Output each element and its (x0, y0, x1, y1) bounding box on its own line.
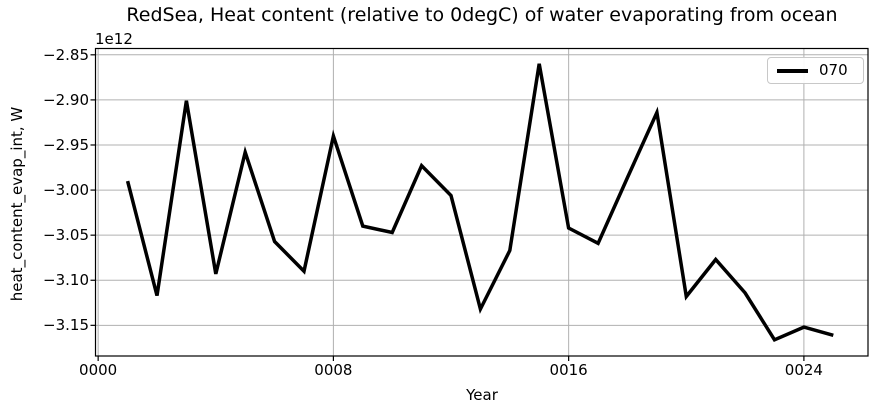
y-tick-label: −2.90 (43, 90, 89, 109)
legend-label: 070 (819, 61, 848, 79)
legend: 070 (767, 57, 864, 84)
data-line-070 (125, 63, 834, 343)
y-tick-label: −3.10 (43, 271, 89, 290)
legend-line-icon (777, 68, 808, 73)
y-tick-label: −3.00 (43, 181, 89, 200)
x-tick-label: 0000 (79, 361, 118, 379)
x-tick-label: 0024 (784, 361, 823, 379)
y-tick-label: −2.85 (43, 45, 89, 64)
y-axis-offset-text: 1e12 (95, 30, 133, 48)
y-tick-label: −3.05 (43, 226, 89, 245)
x-tick-label: 0016 (549, 361, 588, 379)
x-tick-label: 0008 (314, 361, 353, 379)
y-tick-label: −3.15 (43, 316, 89, 335)
x-axis-label: Year (466, 386, 498, 404)
chart-title: RedSea, Heat content (relative to 0degC)… (126, 4, 838, 26)
axes-spines (94, 47, 869, 357)
y-tick-label: −2.95 (43, 135, 89, 154)
